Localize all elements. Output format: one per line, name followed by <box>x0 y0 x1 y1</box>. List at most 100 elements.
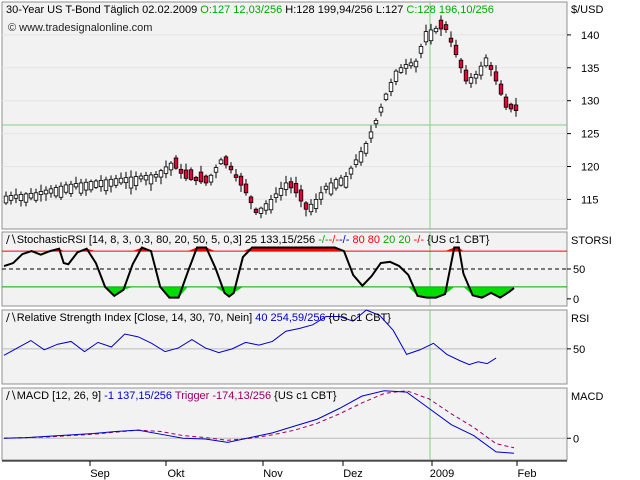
candle <box>153 170 159 182</box>
candle <box>243 178 249 196</box>
candle <box>498 80 504 96</box>
candle <box>128 170 134 195</box>
candle <box>8 191 14 205</box>
price-tick-label: 115 <box>581 194 599 206</box>
stochrsi-levels <box>2 250 567 288</box>
candle <box>363 141 369 157</box>
candle <box>163 160 169 179</box>
stochrsi-tick-label: 50 <box>573 264 585 276</box>
candle <box>308 199 314 216</box>
macd-panel-label: MACD <box>571 391 603 403</box>
candle <box>233 168 239 182</box>
candle <box>383 92 389 102</box>
candle <box>98 175 104 192</box>
candle <box>68 180 74 197</box>
candle <box>43 186 49 201</box>
candle <box>263 200 269 215</box>
candle <box>323 182 329 194</box>
candle <box>248 195 254 210</box>
candle <box>173 155 179 170</box>
candle <box>393 69 399 86</box>
candle <box>303 201 309 217</box>
candle <box>38 184 44 202</box>
candle <box>103 176 109 195</box>
candle <box>478 61 484 80</box>
candle <box>443 21 449 33</box>
candle <box>113 174 119 189</box>
macd-panel: ∕∖MACD [12, 26, 9] -1 137,15/256 Trigger… <box>1 387 603 461</box>
candle <box>3 191 9 205</box>
candle <box>433 25 439 34</box>
candle <box>123 171 129 190</box>
price-panel: 30-Year US T-Bond Täglich 02.02.2009 O:1… <box>1 1 603 230</box>
x-tick-label: Okt <box>167 468 184 480</box>
candle <box>48 185 54 198</box>
macd-tick-label: 0 <box>573 433 579 445</box>
candle <box>13 188 19 204</box>
candle <box>188 167 194 182</box>
price-tick-label: 120 <box>581 161 599 173</box>
candle <box>108 175 114 193</box>
macd-title: ∕∖MACD [12, 26, 9] -1 137,15/256 Trigger… <box>6 389 337 402</box>
x-tick-label: Feb <box>518 468 537 480</box>
price-tick-label: 140 <box>581 30 599 42</box>
stochrsi-tick-label: 0 <box>573 294 579 306</box>
candle <box>468 73 474 88</box>
candle <box>93 179 99 190</box>
candle <box>133 171 139 191</box>
candle <box>218 157 224 166</box>
candle <box>288 177 294 194</box>
candle <box>183 163 189 182</box>
candle <box>473 70 479 85</box>
candle <box>88 179 94 193</box>
candle <box>228 162 234 174</box>
candle <box>273 187 279 203</box>
candle <box>373 118 379 128</box>
rsi-tick-label: 50 <box>573 344 585 356</box>
stochrsi-fills <box>4 247 514 298</box>
watermark: © www.tradesignalonline.com <box>8 22 152 34</box>
candle <box>213 164 219 179</box>
candle <box>398 64 404 74</box>
x-axis: Sep Okt Nov Dez 2009 Feb <box>2 460 567 480</box>
candle <box>408 58 414 69</box>
rsi-title: ∕∖Relative Strength Index [Close, 14, 30… <box>6 311 391 324</box>
candle <box>483 54 489 68</box>
candle <box>203 174 209 186</box>
candle <box>458 58 464 74</box>
candle <box>23 192 29 207</box>
x-tick-label: Sep <box>90 468 110 480</box>
price-tick-label: 135 <box>581 63 599 75</box>
candle <box>293 176 299 198</box>
price-tick-label: 125 <box>581 129 599 141</box>
candle <box>338 174 344 187</box>
candle <box>418 43 424 59</box>
x-tick-label: Nov <box>263 468 283 480</box>
candle <box>143 171 149 186</box>
candlesticks <box>3 15 519 219</box>
candle <box>58 182 64 200</box>
rsi-y-axis: 50 <box>567 344 585 356</box>
candle <box>33 188 39 203</box>
candle <box>208 173 214 186</box>
rsi-line <box>3 309 497 366</box>
price-tick-label: 130 <box>581 96 599 108</box>
price-panel-frame <box>1 1 568 230</box>
candle <box>268 194 274 214</box>
candle <box>78 178 84 196</box>
candle <box>328 177 334 197</box>
candle <box>428 23 434 45</box>
price-gridlines <box>2 34 567 200</box>
candle <box>488 62 494 77</box>
candle <box>403 58 409 75</box>
macd-line <box>3 390 515 454</box>
candle <box>388 78 394 97</box>
candle <box>223 155 229 169</box>
macd-panel-frame <box>1 387 568 461</box>
candle <box>493 65 499 85</box>
candle <box>278 181 284 201</box>
candle <box>53 184 59 199</box>
candle <box>73 176 79 190</box>
candle <box>18 191 24 207</box>
